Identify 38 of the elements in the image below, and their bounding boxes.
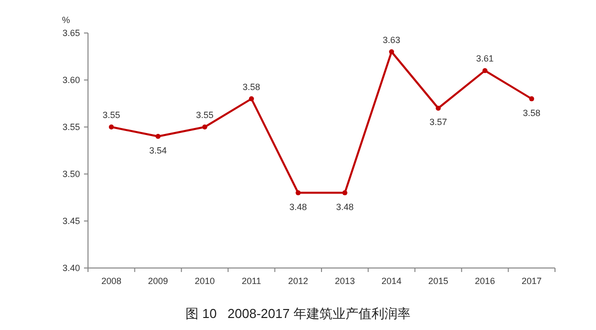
y-tick-label: 3.45 (62, 216, 80, 226)
y-axis-title: % (62, 15, 70, 25)
data-label: 3.61 (476, 54, 494, 64)
data-label: 3.55 (196, 110, 214, 120)
y-tick-label: 3.65 (62, 28, 80, 38)
data-label: 3.58 (242, 82, 260, 92)
data-label: 3.57 (429, 117, 448, 128)
data-label: 3.48 (336, 202, 354, 212)
x-tick-label: 2013 (334, 276, 355, 286)
x-tick-label: 2011 (242, 276, 262, 286)
point (389, 49, 394, 54)
x-tick-label: 2017 (522, 276, 542, 286)
x-tick-label: 2008 (101, 276, 122, 286)
point (436, 106, 441, 111)
point (156, 134, 161, 139)
y-tick-label: 3.60 (62, 75, 80, 85)
x-tick-label: 2016 (474, 276, 495, 286)
x-tick-label: 2009 (148, 276, 168, 286)
point (342, 190, 348, 196)
data-label: 3.55 (102, 110, 120, 120)
y-tick-label: 3.40 (62, 263, 80, 273)
x-tick-label: 2012 (288, 276, 308, 286)
x-tick-label: 2015 (428, 276, 448, 286)
point (482, 68, 488, 74)
y-tick-label: 3.50 (62, 169, 80, 179)
x-tick-label: 2010 (194, 276, 215, 286)
data-label: 3.48 (289, 202, 307, 212)
data-label: 3.63 (382, 34, 400, 45)
x-tick-label: 2014 (382, 276, 402, 286)
point (296, 190, 301, 196)
text: 图 10 2008-2017 年建筑业产值利润率 (186, 306, 410, 321)
point (529, 96, 534, 102)
data-label: 3.58 (522, 108, 540, 118)
y-tick-label: 3.55 (62, 122, 80, 132)
point (108, 124, 114, 130)
data-label: 3.54 (149, 145, 167, 156)
point (248, 96, 254, 102)
point (202, 124, 208, 130)
